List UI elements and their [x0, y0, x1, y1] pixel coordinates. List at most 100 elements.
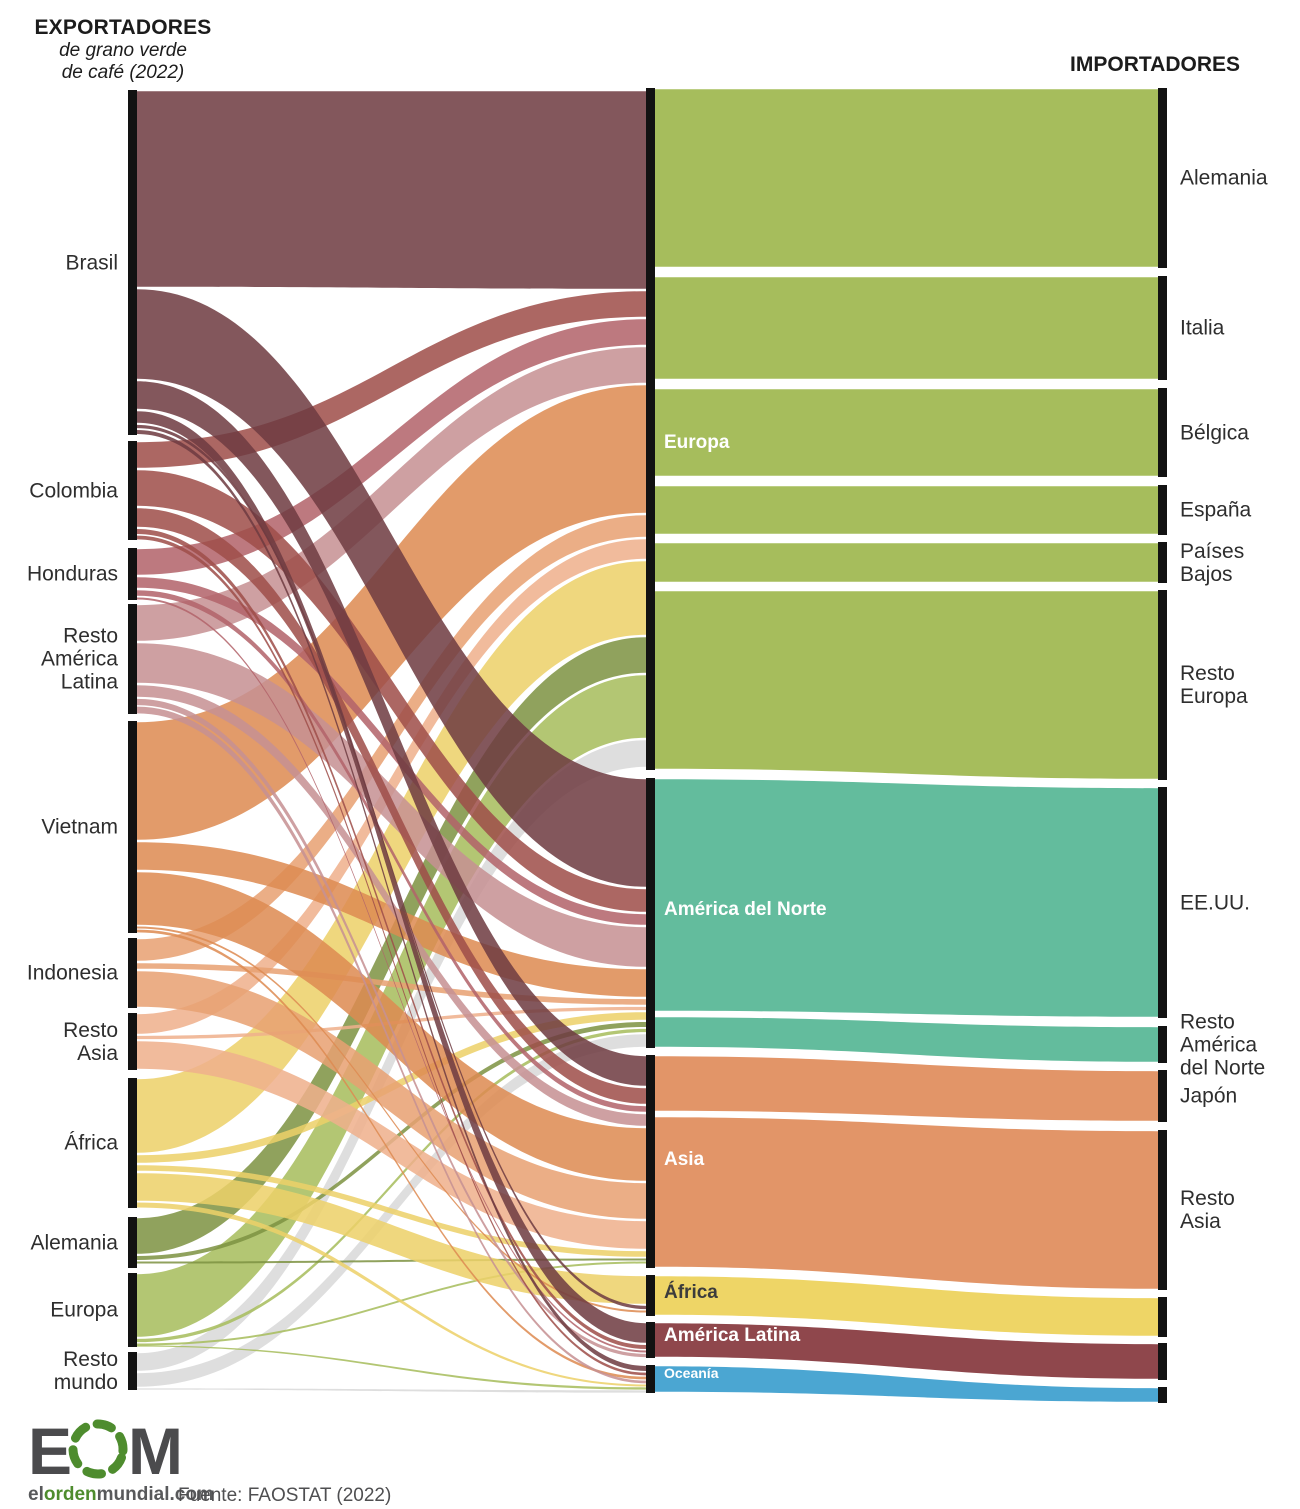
flow-resto_mundo-to-oceania_m: [137, 1388, 646, 1393]
flow-alemania-to-asia_m: [137, 1258, 646, 1264]
importer-node-bar-eeuu_r: [1158, 787, 1167, 1018]
exporter-label-resto-asia: Resto Asia: [63, 1018, 118, 1065]
exporter-label-colombia: Colombia: [29, 479, 118, 502]
flow-brasil-to-al_m: [137, 411, 646, 1343]
exporter-label-honduras: Honduras: [26, 562, 118, 586]
flow-africa-to-africa_m: [137, 1173, 646, 1304]
flow-indonesia-to-asia_m: [137, 971, 646, 1219]
importer-node-bar-al_r: [1158, 1343, 1167, 1380]
exporter-label-africa: África: [64, 1131, 118, 1155]
flow-indonesia-to-adn_m: [137, 963, 646, 1005]
region-label-africa: África: [664, 1282, 718, 1303]
brand-el: el: [28, 1484, 44, 1505]
exporters-subtitle-1: de grano verde: [59, 40, 187, 61]
flow-africa-to-oceania_m: [137, 1202, 646, 1387]
exporter-node-bar-africa: [128, 1078, 137, 1208]
eom-logo-letter-m: M: [128, 1418, 183, 1482]
exporter-node-bar-vietnam: [128, 721, 137, 933]
exporter-node-bar-resto_mundo: [128, 1352, 137, 1390]
importer-node-bar-alemania_r: [1158, 88, 1167, 268]
importer-node-bar-resto_asia_r: [1158, 1130, 1167, 1290]
exporter-label-europa: Europa: [50, 1298, 118, 1322]
flow-colombia-to-asia_m: [137, 508, 646, 1104]
region-label-america-latina: América Latina: [664, 1325, 801, 1346]
exporter-label-resto-america-latina: Resto América Latina: [40, 624, 118, 694]
importer-node-bar-resto_europa_r: [1158, 590, 1167, 780]
flow-honduras-to-al_m: [137, 597, 646, 1353]
flow-resto_al-to-al_m: [137, 698, 646, 1358]
flow-europa_m-to-alemania_r: [655, 89, 1158, 267]
flow-vietnam-to-adn_m: [137, 842, 646, 997]
importer-label-japon: Japón: [1180, 1084, 1238, 1108]
brand-orden: orden: [43, 1484, 97, 1505]
eom-logo-letter-e: E: [28, 1418, 72, 1482]
flow-europa_m-to-espana_r: [655, 486, 1158, 534]
flow-africa-to-europa_m: [137, 561, 646, 1153]
source-note: Fuente: FAOSTAT (2022): [178, 1485, 392, 1506]
exporter-node-bar-resto_asia: [128, 1013, 137, 1070]
flow-asia_m-to-japon_r: [655, 1056, 1158, 1121]
flow-africa-to-asia_m: [137, 1165, 646, 1257]
flow-alemania-to-europa_m: [137, 637, 646, 1254]
flow-europa-to-adn_m: [137, 1028, 646, 1343]
brand-url: elordenmundial.com: [28, 1484, 214, 1506]
flow-resto_al-to-asia_m: [137, 685, 646, 1126]
importer-node-bar-italia_r: [1158, 276, 1167, 380]
flow-europa_m-to-belgica_r: [655, 389, 1158, 476]
eom-logo: E M: [28, 1418, 183, 1482]
importer-label-belgica: Bélgica: [1180, 421, 1249, 444]
region-label-asia: Asia: [664, 1149, 705, 1170]
flow-oceania_m-to-oceania_r: [655, 1366, 1158, 1402]
exporter-node-bar-europa: [128, 1273, 137, 1347]
flow-resto_al-to-oceania_m: [137, 706, 646, 1384]
exporter-node-bar-brasil: [128, 90, 137, 435]
exporter-node-bar-colombia: [128, 441, 137, 540]
exporter-node-bar-honduras: [128, 548, 137, 600]
flow-resto_al-to-europa_m: [137, 347, 646, 641]
flow-honduras-to-adn_m: [137, 577, 646, 925]
importer-node-bar-japon_r: [1158, 1070, 1167, 1122]
importer-node-bar-oceania_r: [1158, 1387, 1167, 1403]
exporters-title: EXPORTADORES: [34, 16, 212, 39]
region-node-bar-asia_m: [646, 1055, 655, 1268]
flow-resto_mundo-to-europa_m: [137, 740, 646, 1371]
region-node-bar-adn_m: [646, 778, 655, 1048]
flow-colombia-to-al_m: [137, 529, 646, 1349]
importer-label-alemania: Alemania: [1180, 166, 1268, 190]
importer-label-resto-america-del-norte: Resto América del Norte: [1180, 1010, 1266, 1079]
flow-europa_m-to-italia_r: [655, 277, 1158, 379]
importer-node-bar-resto_adn_r: [1158, 1026, 1167, 1063]
flow-africa_m-to-africa_r: [655, 1276, 1158, 1336]
flow-adn_m-to-resto_adn_r: [655, 1017, 1158, 1062]
flow-colombia-to-europa_m: [137, 291, 646, 468]
flow-vietnam-to-africa_m: [137, 926, 646, 1313]
region-label-europa: Europa: [664, 432, 730, 453]
importer-node-bar-belgica_r: [1158, 388, 1167, 477]
eom-logo-o-icon: [68, 1419, 128, 1479]
flow-europa-to-oceania_m: [137, 1345, 646, 1390]
region-node-bar-oceania_m: [646, 1365, 655, 1393]
flow-brasil-to-asia_m: [137, 381, 646, 1086]
flow-brasil-to-europa_m: [137, 91, 646, 289]
importer-label-espana: España: [1180, 498, 1252, 522]
exporter-node-bar-resto_al: [128, 604, 137, 714]
importer-label-resto-europa: Resto Europa: [1180, 662, 1248, 708]
region-node-bar-africa_m: [646, 1275, 655, 1316]
importer-label-eeuu: EE.UU.: [1180, 891, 1251, 914]
exporter-label-resto-mundo: Resto mundo: [53, 1348, 118, 1394]
flow-honduras-to-asia_m: [137, 590, 646, 1112]
exporter-node-bar-alemania: [128, 1217, 137, 1268]
region-label-oceania: Oceanía: [664, 1365, 719, 1381]
importer-label-resto-asia: Resto Asia: [1180, 1187, 1235, 1233]
exporter-node-bar-indonesia: [128, 938, 137, 1008]
exporter-label-indonesia: Indonesia: [26, 961, 118, 985]
importer-label-italia: Italia: [1180, 316, 1225, 340]
exporters-title-block: EXPORTADORES de grano verde de café (202…: [28, 16, 218, 84]
importer-node-bar-africa_r: [1158, 1297, 1167, 1337]
flow-brasil-to-africa_m: [137, 424, 646, 1310]
importer-node-bar-espana_r: [1158, 485, 1167, 535]
region-label-america-del-norte: América del Norte: [664, 899, 827, 920]
exporter-label-vietnam: Vietnam: [41, 815, 118, 839]
